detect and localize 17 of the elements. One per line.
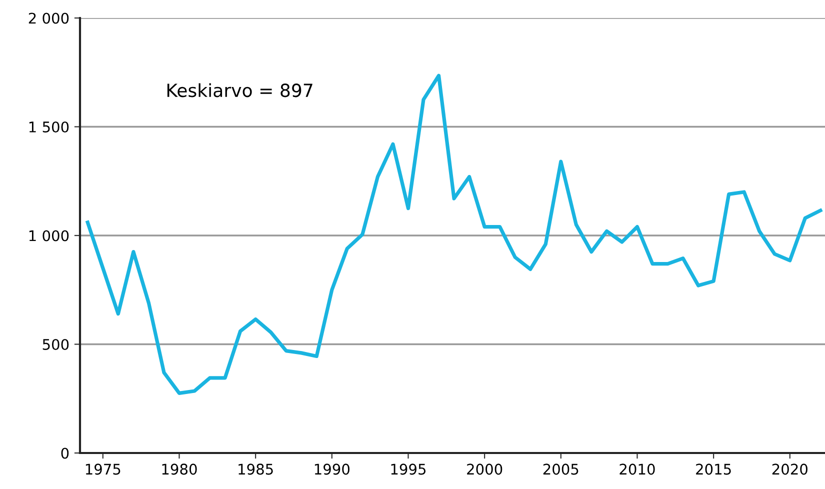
x-tick-label: 1980 <box>162 464 197 475</box>
x-tick-label: 2005 <box>543 464 578 475</box>
y-tick-label: 2 000 <box>28 12 69 24</box>
annotation: Keskiarvo = 897 <box>167 83 312 98</box>
y-tick-label: 500 <box>42 338 69 350</box>
x-tick-label: 2000 <box>467 464 502 475</box>
x-tick-label: 2010 <box>620 464 655 475</box>
x-tick-label: 1990 <box>314 464 350 475</box>
y-tick-label: 1 500 <box>29 121 69 132</box>
x-tick-label: 1975 <box>86 464 120 475</box>
x-tick-label: 2015 <box>696 464 731 475</box>
x-tick-label: 1995 <box>391 464 426 475</box>
x-tick-label: 1985 <box>238 464 273 475</box>
line-series <box>86 74 822 395</box>
y-tick-label: 1 000 <box>29 230 69 242</box>
x-tick-label: 2020 <box>772 464 808 475</box>
y-tick-label: 0 <box>61 448 69 459</box>
